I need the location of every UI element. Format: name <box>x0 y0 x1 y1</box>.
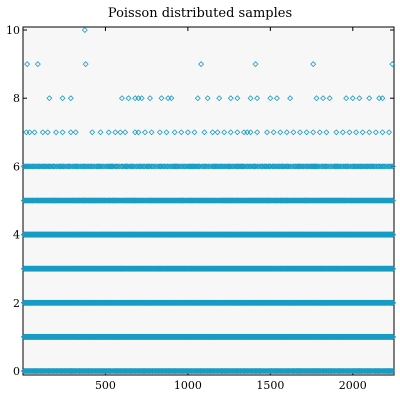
x-tick-label: 500 <box>95 379 116 392</box>
data-point <box>389 368 396 374</box>
y-tick-label: 2 <box>13 297 20 310</box>
chart-title: Poisson distributed samples <box>108 6 292 21</box>
x-tick-label: 1500 <box>256 379 284 392</box>
data-point <box>390 333 397 340</box>
data-point <box>387 368 394 374</box>
data-points <box>20 27 397 374</box>
y-tick-label: 6 <box>13 160 20 173</box>
y-tick-label: 4 <box>13 229 20 242</box>
data-point <box>387 368 394 374</box>
y-tick-label: 0 <box>13 365 20 378</box>
x-tick-label: 1000 <box>174 379 202 392</box>
y-tick-label: 10 <box>6 24 20 37</box>
x-tick-label: 2000 <box>339 379 367 392</box>
y-tick-label: 8 <box>13 92 20 105</box>
data-point <box>388 368 395 374</box>
